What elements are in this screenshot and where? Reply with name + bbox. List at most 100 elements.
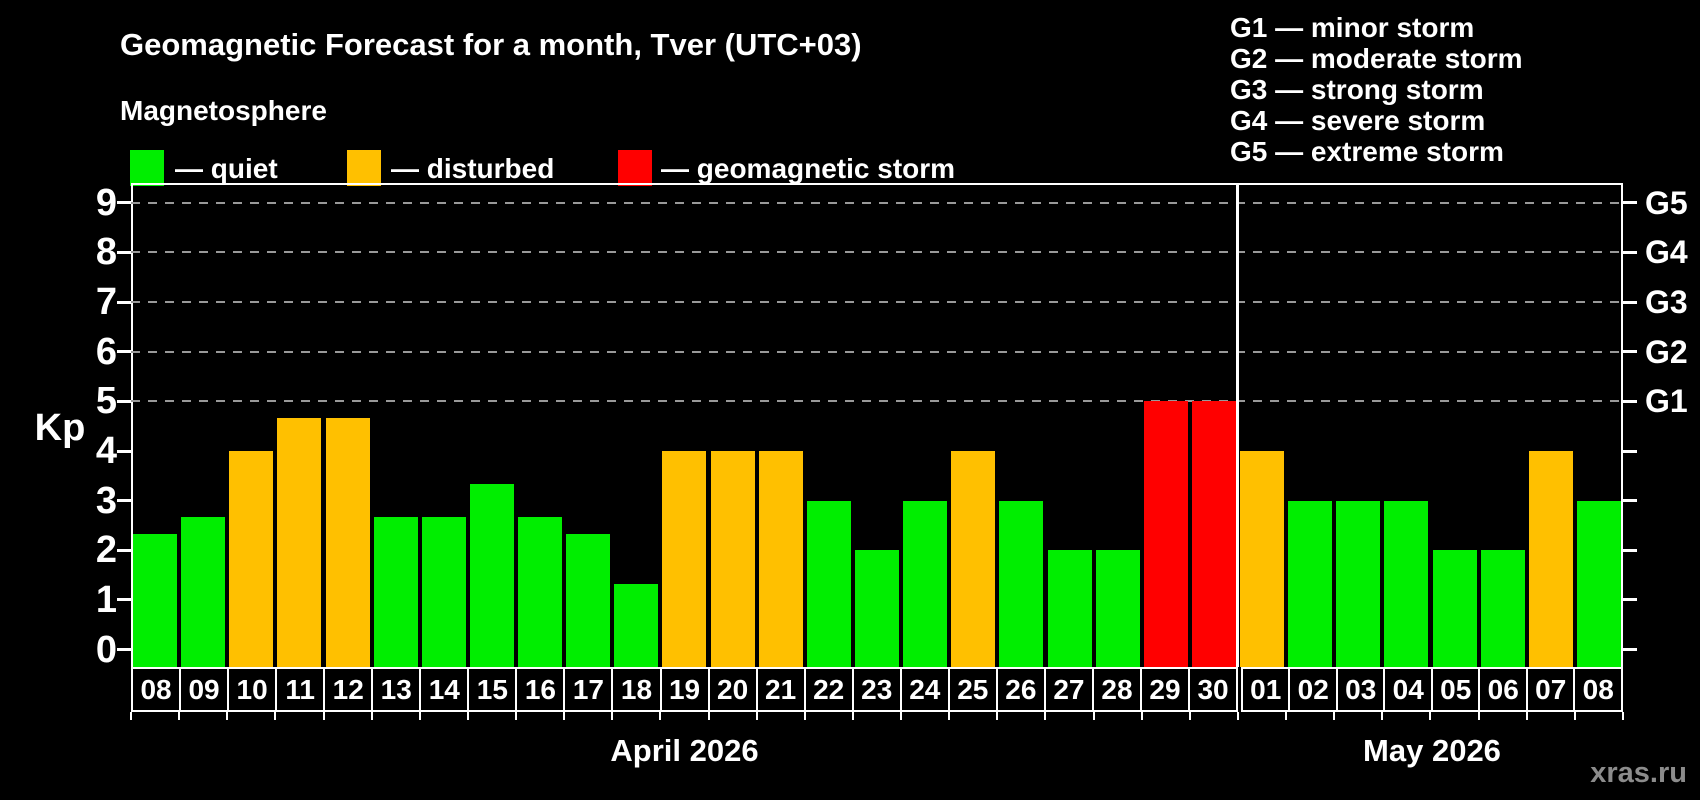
storm-level-g1: G1 — minor storm	[1230, 12, 1475, 43]
x-tick	[1044, 712, 1047, 720]
y-tick-label: 0	[95, 628, 117, 671]
y-tick-right	[1623, 350, 1637, 354]
month-label-may: May 2026	[1363, 733, 1501, 768]
y-tick-left	[117, 548, 131, 552]
day-label: 19	[662, 669, 710, 710]
y-tick-left	[117, 449, 131, 453]
x-tick	[1140, 712, 1143, 720]
quiet-legend-label: — quiet	[175, 153, 278, 184]
y-tick-right	[1623, 250, 1637, 254]
magnetosphere-label: Magnetosphere	[120, 95, 327, 126]
x-tick	[1092, 712, 1095, 720]
day-label: 03	[1338, 669, 1386, 710]
day-label: 09	[181, 669, 230, 710]
day-label: 23	[854, 669, 902, 710]
x-tick	[563, 712, 566, 720]
x-tick	[851, 712, 854, 720]
g-scale-label-g4: G4	[1645, 234, 1688, 271]
y-axis-title: Kp	[34, 407, 86, 449]
day-label: 27	[1046, 669, 1094, 710]
x-tick	[370, 712, 373, 720]
y-tick-label: 2	[95, 529, 117, 572]
y-tick-left	[117, 399, 131, 403]
day-label: 01	[1243, 669, 1291, 710]
x-tick	[130, 712, 132, 720]
day-label-row-april: 08 09 10 11 12 13 14 15 16 17 18 19 20 21 22 23 24 25 26 27…	[131, 667, 1238, 712]
day-label-row-may: 01 02 03 04 05 06 07 08	[1240, 667, 1623, 712]
x-tick	[1188, 712, 1191, 720]
y-tick-left	[117, 499, 131, 503]
y-tick-left	[117, 598, 131, 602]
g-scale-label-g3: G3	[1645, 284, 1688, 321]
x-tick	[1381, 712, 1384, 720]
y-tick-right	[1623, 548, 1637, 552]
day-label: 08	[1582, 673, 1614, 705]
day-label: 05	[1433, 669, 1481, 710]
x-tick	[755, 712, 758, 720]
x-tick	[1333, 712, 1336, 720]
y-tick-right	[1623, 449, 1637, 453]
day-label: 10	[229, 669, 278, 710]
y-tick-right	[1623, 201, 1637, 205]
day-label: 20	[710, 669, 758, 710]
day-label: 12	[325, 669, 374, 710]
y-tick-left	[117, 201, 131, 205]
plot-area	[131, 183, 1623, 667]
day-label: 29	[1142, 669, 1191, 710]
y-tick-left	[117, 300, 131, 304]
day-label: 14	[421, 669, 470, 710]
y-tick-label: 7	[95, 281, 117, 324]
x-tick	[803, 712, 806, 720]
y-tick-right	[1623, 499, 1637, 503]
day-label: 26	[998, 669, 1046, 710]
day-label: 17	[565, 669, 614, 710]
x-tick	[1622, 712, 1624, 720]
x-tick	[611, 712, 614, 720]
day-label: 15	[469, 669, 518, 710]
y-tick-label: 3	[95, 479, 117, 522]
y-tick-label: 8	[95, 231, 117, 274]
x-tick	[466, 712, 469, 720]
day-label: 08	[133, 669, 182, 710]
disturbed-legend-label: — disturbed	[391, 153, 555, 184]
day-label: 07	[1528, 669, 1576, 710]
page-title: Geomagnetic Forecast for a month, Tver (…	[120, 27, 862, 62]
y-tick-right	[1623, 648, 1637, 652]
g-scale-label-g5: G5	[1645, 184, 1688, 221]
day-label: 02	[1290, 669, 1338, 710]
g-scale-label-g1: G1	[1645, 383, 1688, 420]
day-label: 30	[1197, 673, 1229, 705]
disturbed-legend-swatch	[347, 150, 381, 186]
x-tick	[659, 712, 662, 720]
x-tick	[1477, 712, 1480, 720]
storm-level-g2: G2 — moderate storm	[1230, 43, 1523, 74]
x-tick	[1429, 712, 1432, 720]
day-label: 06	[1480, 669, 1528, 710]
x-tick	[226, 712, 229, 720]
y-tick-left	[117, 648, 131, 652]
y-tick-label: 6	[95, 330, 117, 373]
y-tick-label: 1	[95, 578, 117, 621]
x-tick	[178, 712, 181, 720]
day-label: 11	[277, 669, 326, 710]
watermark: xras.ru	[1590, 757, 1687, 789]
x-tick	[418, 712, 421, 720]
day-label: 28	[1094, 669, 1142, 710]
x-tick	[322, 712, 325, 720]
y-tick-right	[1623, 300, 1637, 304]
day-label: 04	[1385, 669, 1433, 710]
y-tick-right	[1623, 598, 1637, 602]
day-label: 24	[902, 669, 950, 710]
quiet-legend-swatch	[130, 150, 164, 186]
storm-scale-legend: G1 — minor storm G2 — moderate storm G3 …	[1230, 12, 1523, 167]
day-label: 16	[517, 669, 566, 710]
storm-legend-label: — geomagnetic storm	[661, 153, 956, 184]
day-label: 21	[758, 669, 806, 710]
y-tick-label: 9	[95, 181, 117, 224]
x-tick	[515, 712, 518, 720]
day-label: 25	[950, 669, 998, 710]
storm-legend-swatch	[618, 150, 652, 186]
month-label-april: April 2026	[610, 733, 759, 768]
storm-level-g3: G3 — strong storm	[1230, 74, 1484, 105]
